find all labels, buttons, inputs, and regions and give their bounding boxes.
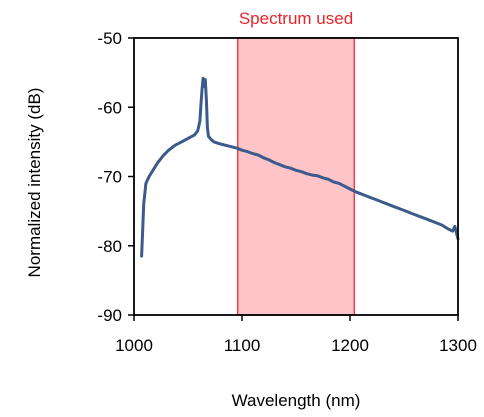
x-tick-label: 1300 <box>439 336 477 355</box>
x-axis-ticks: 1000 1100 1200 1300 <box>115 315 477 355</box>
series-line-0 <box>140 76 460 258</box>
y-tick-label: -70 <box>97 168 122 187</box>
y-axis-ticks: -50 -60 -70 -80 -90 <box>97 29 134 325</box>
series-layer <box>140 76 460 258</box>
x-tick-label: 1100 <box>224 336 261 355</box>
x-axis-title: Wavelength (nm) <box>232 391 361 410</box>
spectrum-used-label: Spectrum used <box>239 9 353 28</box>
y-tick-label: -80 <box>97 237 122 256</box>
y-tick-label: -60 <box>97 98 122 117</box>
x-tick-label: 1200 <box>331 336 369 355</box>
y-axis-title: Normalized intensity (dB) <box>25 88 44 278</box>
y-tick-label: -50 <box>97 29 122 48</box>
y-tick-label: -90 <box>97 306 122 325</box>
x-tick-label: 1000 <box>115 336 153 355</box>
spectrum-used-band <box>236 37 356 316</box>
shaded-region: Spectrum used <box>236 9 356 316</box>
